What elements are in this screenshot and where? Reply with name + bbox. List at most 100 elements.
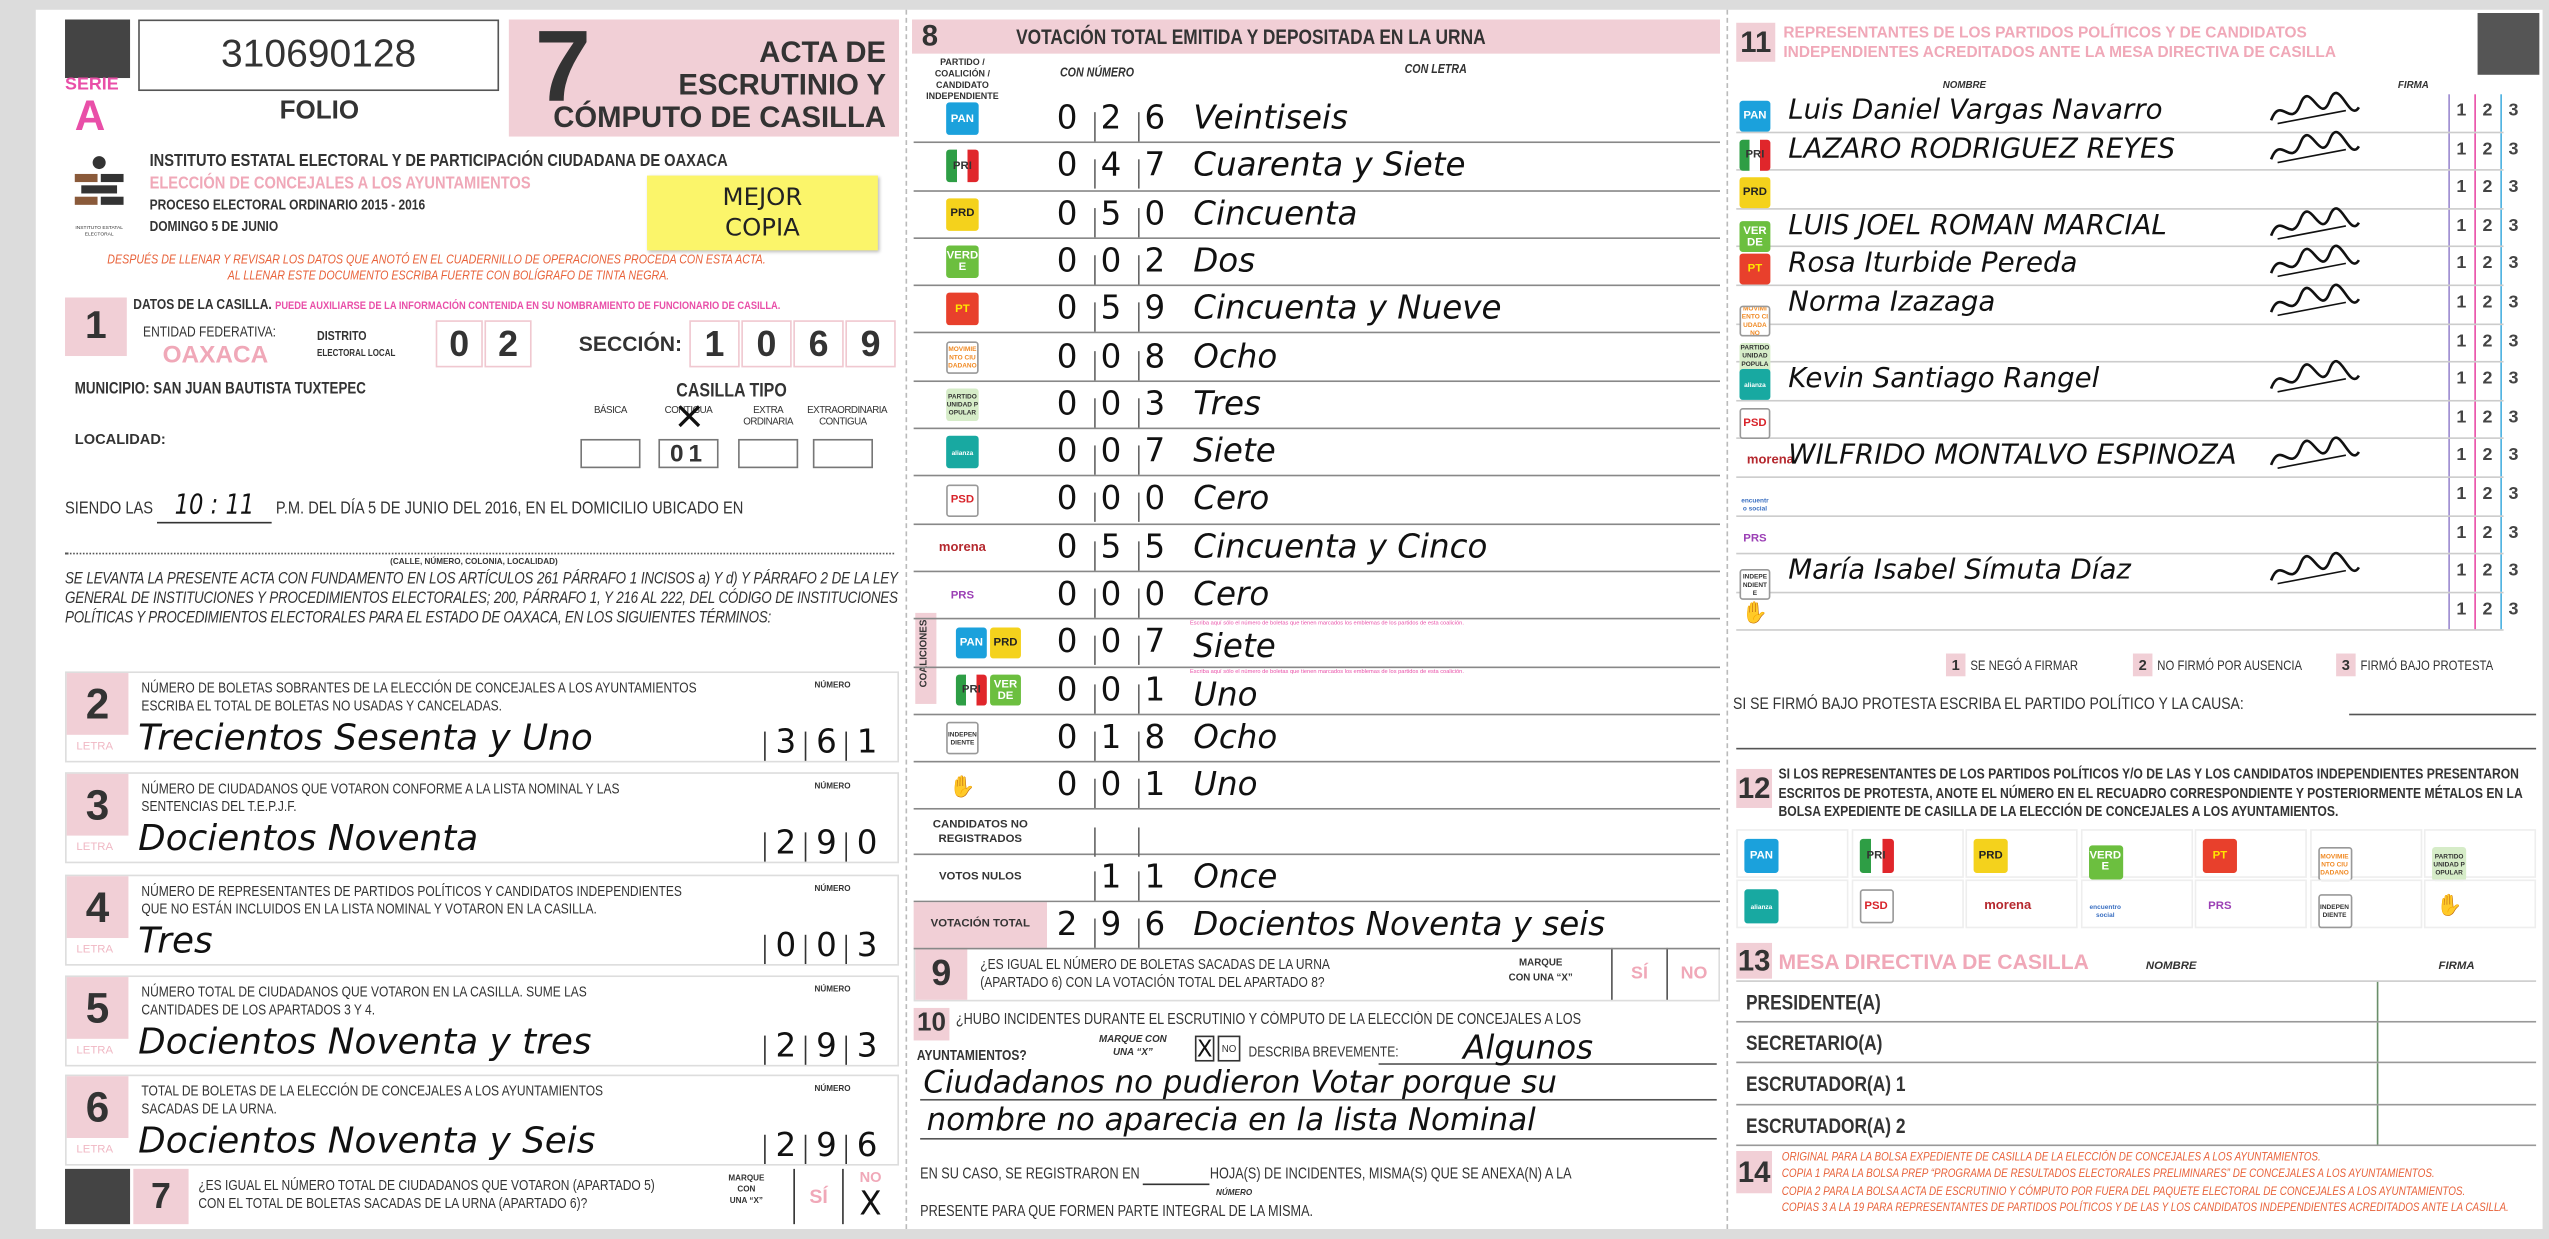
signature-option-2[interactable]: 2 xyxy=(2482,484,2493,504)
numero-digit[interactable]: 0 xyxy=(1144,573,1166,613)
firma-field[interactable] xyxy=(2376,1021,2536,1062)
signature-option-1[interactable]: 1 xyxy=(2456,330,2467,351)
protest-cell[interactable]: PRI xyxy=(1850,829,1964,878)
numero-digit[interactable]: 0 xyxy=(1056,478,1078,518)
firma-field[interactable] xyxy=(2376,1104,2536,1145)
numero-digit[interactable]: 0 xyxy=(1056,716,1078,756)
letra-field[interactable]: Tres xyxy=(1193,383,1261,423)
numero-digit[interactable]: 0 xyxy=(1100,573,1122,613)
numero-digit[interactable]: 9 xyxy=(1100,903,1122,943)
signature-option-2[interactable]: 2 xyxy=(2482,407,2493,428)
signature-option-3[interactable]: 3 xyxy=(2508,215,2519,236)
representative-name[interactable]: LUIS JOEL ROMAN MARCIAL xyxy=(1788,209,2167,242)
signature-option-3[interactable]: 3 xyxy=(2508,599,2519,620)
numero-digit[interactable]: 7 xyxy=(1144,145,1166,185)
numero-digit[interactable]: 1 xyxy=(1144,669,1166,709)
casilla-tipo-checkbox[interactable]: 01 xyxy=(658,438,719,469)
protest-cell[interactable]: encuentro social xyxy=(2080,879,2193,929)
numero-digit[interactable]: 0 xyxy=(1100,621,1122,661)
protest-cell[interactable]: PRS xyxy=(2194,879,2307,929)
signature-option-3[interactable]: 3 xyxy=(2508,330,2519,351)
signature-option-3[interactable]: 3 xyxy=(2508,139,2519,159)
letra-field[interactable]: Veintiseis xyxy=(1193,97,1348,137)
numero-digit[interactable]: 6 xyxy=(816,721,837,761)
letra-field[interactable]: Cero xyxy=(1193,573,1270,613)
signature-option-2[interactable]: 2 xyxy=(2482,254,2493,274)
numero-digit[interactable]: 0 xyxy=(1100,430,1122,470)
casilla-tipo-checkbox[interactable] xyxy=(738,438,799,469)
letra-field[interactable]: Ocho xyxy=(1193,716,1278,756)
signature-option-1[interactable]: 1 xyxy=(2456,292,2467,313)
numero-digit[interactable]: 3 xyxy=(1144,383,1166,423)
signature-option-2[interactable]: 2 xyxy=(2482,292,2493,313)
letra-field[interactable]: Cuarenta y Siete xyxy=(1193,145,1466,185)
numero-digit[interactable]: 1 xyxy=(1144,764,1166,804)
letra-field[interactable]: Cincuenta y Nueve xyxy=(1193,288,1502,328)
numero-digit[interactable]: 9 xyxy=(1144,288,1166,328)
numero-digit[interactable]: 7 xyxy=(1144,430,1166,470)
numero-digit[interactable]: 2 xyxy=(1144,240,1166,280)
numero-digit[interactable]: 0 xyxy=(1056,430,1078,470)
representative-name[interactable]: Kevin Santiago Rangel xyxy=(1788,362,2100,396)
signature-option-2[interactable]: 2 xyxy=(2482,330,2493,351)
numero-digit[interactable]: 5 xyxy=(1100,192,1122,232)
numero-digit[interactable]: 3 xyxy=(856,1025,878,1065)
protest-cell[interactable]: PSD xyxy=(1850,879,1964,929)
signature-option-1[interactable]: 1 xyxy=(2456,177,2467,198)
protest-cell[interactable]: PRD xyxy=(1965,829,2078,878)
numero-digit[interactable]: 6 xyxy=(856,1124,878,1165)
representative-name[interactable]: Rosa Iturbide Pereda xyxy=(1788,247,2078,281)
signature-option-2[interactable]: 2 xyxy=(2482,522,2493,543)
numero-digit[interactable]: 0 xyxy=(1056,573,1078,613)
no-checkbox[interactable]: NO xyxy=(1666,947,1720,1000)
signature-option-1[interactable]: 1 xyxy=(2456,522,2467,543)
numero-digit[interactable]: 0 xyxy=(1056,335,1078,375)
signature-option-1[interactable]: 1 xyxy=(2456,407,2467,428)
numero-digit[interactable]: 4 xyxy=(1100,145,1122,185)
signature-option-2[interactable]: 2 xyxy=(2482,177,2493,198)
numero-digit[interactable]: 1 xyxy=(856,721,878,761)
signature-option-2[interactable]: 2 xyxy=(2482,561,2493,581)
signature-option-1[interactable]: 1 xyxy=(2456,100,2467,121)
numero-digit[interactable]: 9 xyxy=(816,1124,837,1165)
protest-cell[interactable]: alianza xyxy=(1736,879,1849,929)
signature-option-3[interactable]: 3 xyxy=(2508,407,2519,428)
letra-field[interactable]: Uno xyxy=(1193,674,1258,714)
sheets-count-field[interactable] xyxy=(1143,1166,1210,1186)
numero-digit[interactable]: 0 xyxy=(1056,288,1078,328)
signature-option-1[interactable]: 1 xyxy=(2456,446,2467,466)
letra-field[interactable]: Cincuenta xyxy=(1193,192,1358,232)
numero-digit[interactable]: 0 xyxy=(1056,669,1078,709)
letra-field[interactable]: Trecientos Sesenta y Uno xyxy=(138,718,593,760)
numero-digit[interactable]: 0 xyxy=(1056,192,1078,232)
protest-cell[interactable]: VERDE xyxy=(2080,829,2193,879)
protest-cell[interactable]: PARTIDO UNIDAD POPULAR xyxy=(2423,829,2537,882)
numero-digit[interactable]: 0 xyxy=(1056,526,1078,566)
letra-field[interactable]: Docientos Noventa y seis xyxy=(1193,903,1606,943)
numero-digit[interactable]: 7 xyxy=(1144,621,1166,661)
casilla-tipo-checkbox[interactable] xyxy=(580,438,641,469)
letra-field[interactable]: Siete xyxy=(1193,430,1276,470)
numero-digit[interactable]: 0 xyxy=(1056,383,1078,423)
letra-field[interactable]: Tres xyxy=(138,921,213,963)
nombre-field[interactable] xyxy=(1954,982,2377,1020)
signature-option-2[interactable]: 2 xyxy=(2482,446,2493,466)
numero-digit[interactable]: 0 xyxy=(1056,145,1078,185)
signature-option-1[interactable]: 1 xyxy=(2456,139,2467,159)
signature-option-3[interactable]: 3 xyxy=(2508,446,2519,466)
casilla-tipo-checkbox[interactable] xyxy=(812,438,874,469)
protest-cell[interactable]: PT xyxy=(2194,829,2307,878)
representative-name[interactable]: María Isabel Símuta Díaz xyxy=(1788,554,2131,588)
numero-digit[interactable]: 3 xyxy=(856,925,878,965)
numero-digit[interactable]: 9 xyxy=(816,822,837,862)
no-checkbox[interactable]: NO X xyxy=(842,1168,897,1225)
protest-cell[interactable]: morena xyxy=(1965,879,2078,929)
signature-option-3[interactable]: 3 xyxy=(2508,177,2519,198)
signature-option-3[interactable]: 3 xyxy=(2508,522,2519,543)
signature-option-2[interactable]: 2 xyxy=(2482,100,2493,121)
signature-option-3[interactable]: 3 xyxy=(2508,292,2519,313)
letra-field[interactable]: Docientos Noventa y Seis xyxy=(138,1121,596,1163)
firma-field[interactable] xyxy=(2376,1063,2536,1104)
protest-cell[interactable]: INDEPENDIENTE xyxy=(2309,879,2422,929)
signature-option-1[interactable]: 1 xyxy=(2456,369,2467,389)
